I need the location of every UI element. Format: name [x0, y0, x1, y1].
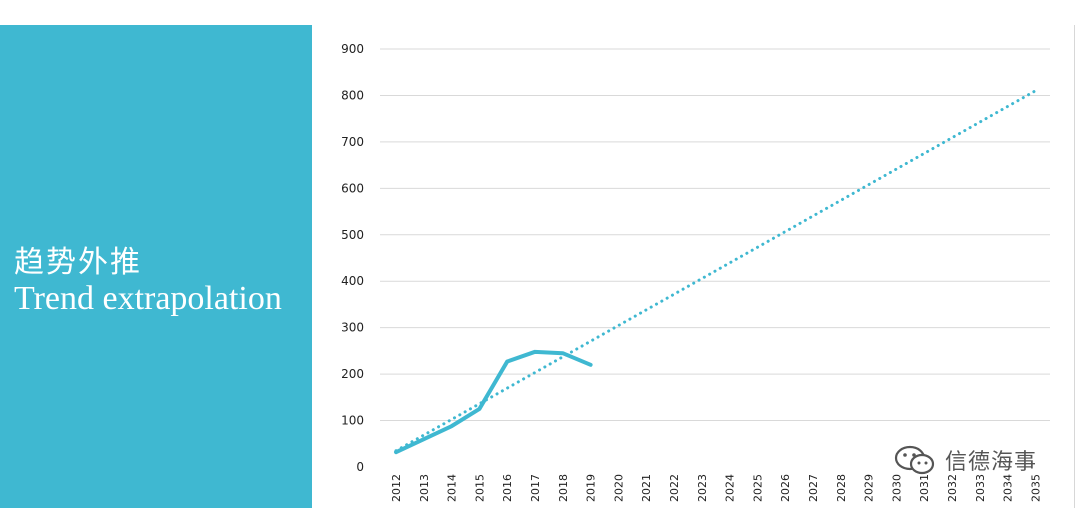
y-tick-label: 900: [341, 42, 364, 56]
y-tick-label: 700: [341, 135, 364, 149]
x-tick-label: 2031: [918, 474, 931, 502]
x-tick-label: 2015: [473, 474, 486, 502]
x-tick-label: 2032: [946, 474, 959, 502]
x-tick-label: 2017: [529, 474, 542, 502]
y-tick-label: 200: [341, 367, 364, 381]
y-tick-label: 0: [356, 460, 364, 474]
y-tick-label: 600: [341, 181, 364, 195]
x-tick-label: 2024: [724, 474, 737, 502]
x-tick-label: 2033: [974, 474, 987, 502]
title-panel: 趋势外推 Trend extrapolation: [0, 25, 312, 508]
x-tick-label: 2035: [1029, 474, 1042, 502]
chart-title-english: Trend extrapolation: [14, 280, 282, 317]
y-tick-label: 800: [341, 88, 364, 102]
x-tick-label: 2029: [863, 474, 876, 502]
x-tick-label: 2021: [640, 474, 653, 502]
y-tick-label: 400: [341, 274, 364, 288]
x-tick-label: 2030: [890, 474, 903, 502]
x-tick-label: 2022: [668, 474, 681, 502]
x-tick-label: 2012: [390, 474, 403, 502]
x-tick-label: 2028: [835, 474, 848, 502]
x-tick-label: 2025: [751, 474, 764, 502]
wechat-icon: [894, 445, 935, 475]
trend-line-dotted: [394, 89, 1037, 453]
x-tick-label: 2018: [557, 474, 570, 502]
x-tick-label: 2026: [779, 474, 792, 502]
x-tick-label: 2016: [501, 474, 514, 502]
series-line-actual: [394, 349, 593, 455]
x-tick-label: 2020: [612, 474, 625, 502]
x-tick-label: 2013: [418, 474, 431, 502]
watermark-text: 信德海事: [945, 450, 1038, 475]
y-tick-label: 300: [341, 321, 364, 335]
watermark: 信德海事: [893, 444, 1037, 476]
x-tick-label: 2023: [696, 474, 709, 502]
x-tick-label: 2027: [807, 474, 820, 502]
chart-title-chinese: 趋势外推: [14, 245, 142, 280]
y-tick-label: 500: [341, 228, 364, 242]
x-tick-label: 2014: [446, 474, 459, 502]
y-tick-label: 100: [341, 414, 364, 428]
x-tick-label: 2034: [1002, 474, 1015, 502]
right-border-line: [1074, 25, 1075, 508]
x-tick-label: 2019: [585, 474, 598, 502]
